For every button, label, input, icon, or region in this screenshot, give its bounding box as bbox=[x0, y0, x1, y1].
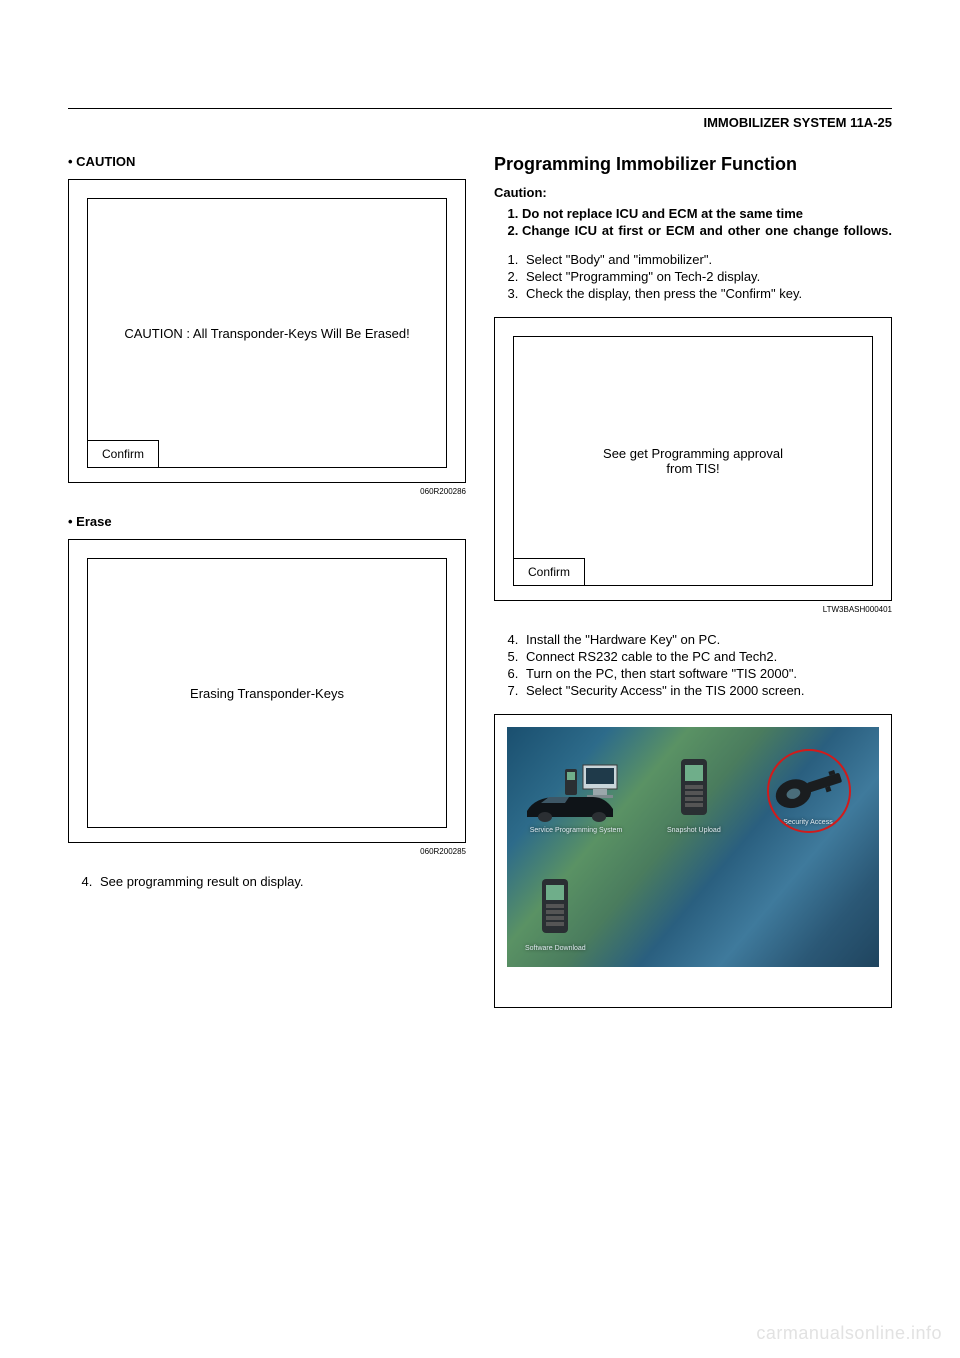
section-title: Programming Immobilizer Function bbox=[494, 154, 892, 175]
steps-b: Install the "Hardware Key" on PC. Connec… bbox=[494, 632, 892, 698]
page-header: IMMOBILIZER SYSTEM 11A-25 bbox=[68, 115, 892, 130]
handheld-download-icon bbox=[530, 873, 580, 941]
handheld-icon bbox=[671, 755, 717, 823]
left-step-4: See programming result on display. bbox=[96, 874, 466, 889]
tis-screenshot: Service Programming System Snapshot Up bbox=[507, 727, 879, 967]
right-column: Programming Immobilizer Function Caution… bbox=[494, 154, 892, 1008]
confirm-button[interactable]: Confirm bbox=[87, 440, 159, 468]
step-a-3: Check the display, then press the "Confi… bbox=[522, 286, 892, 301]
step-b-7: Select "Security Access" in the TIS 2000… bbox=[522, 683, 892, 698]
step-a-2: Select "Programming" on Tech-2 display. bbox=[522, 269, 892, 284]
step-a-1: Select "Body" and "immobilizer". bbox=[522, 252, 892, 267]
left-column: • CAUTION CAUTION : All Transponder-Keys… bbox=[68, 154, 466, 1008]
figure-id-2: 060R200285 bbox=[68, 847, 466, 856]
tis-item-download[interactable]: Software Download bbox=[525, 873, 586, 952]
header-rule bbox=[68, 108, 892, 109]
tis-item-snapshot[interactable]: Snapshot Upload bbox=[667, 755, 721, 834]
screen-caution-text: CAUTION : All Transponder-Keys Will Be E… bbox=[112, 326, 421, 341]
screen-erase: Erasing Transponder-Keys bbox=[87, 558, 447, 828]
watermark: carmanualsonline.info bbox=[756, 1323, 942, 1344]
screen-tis-text: See get Programming approval from TIS! bbox=[591, 446, 795, 476]
highlight-circle bbox=[767, 749, 851, 833]
steps-a: Select "Body" and "immobilizer". Select … bbox=[494, 252, 892, 301]
step-b-5: Connect RS232 cable to the PC and Tech2. bbox=[522, 649, 892, 664]
caution-heading: • CAUTION bbox=[68, 154, 466, 169]
tis-label-snapshot: Snapshot Upload bbox=[667, 827, 721, 834]
figure-id-3: LTW3BASH000401 bbox=[494, 605, 892, 614]
content-columns: • CAUTION CAUTION : All Transponder-Keys… bbox=[68, 154, 892, 1008]
tis-text-line1: See get Programming approval bbox=[603, 446, 783, 461]
step-b-6: Turn on the PC, then start software "TIS… bbox=[522, 666, 892, 681]
car-pc-icon bbox=[521, 763, 631, 823]
tis-item-sps[interactable]: Service Programming System bbox=[521, 763, 631, 834]
confirm-button-2[interactable]: Confirm bbox=[513, 558, 585, 586]
caution-list: Do not replace ICU and ECM at the same t… bbox=[494, 206, 892, 238]
tis-label-download: Software Download bbox=[525, 945, 586, 952]
step-b-4: Install the "Hardware Key" on PC. bbox=[522, 632, 892, 647]
figure-caution-box: CAUTION : All Transponder-Keys Will Be E… bbox=[68, 179, 466, 483]
figure-tis-approval: See get Programming approval from TIS! C… bbox=[494, 317, 892, 601]
screen-erase-text: Erasing Transponder-Keys bbox=[178, 686, 356, 701]
left-steps: See programming result on display. bbox=[68, 874, 466, 889]
figure-erase-box: Erasing Transponder-Keys bbox=[68, 539, 466, 843]
tis-text-line2: from TIS! bbox=[666, 461, 719, 476]
figure-tis-screenshot: Service Programming System Snapshot Up bbox=[494, 714, 892, 1008]
caution-item-1: Do not replace ICU and ECM at the same t… bbox=[522, 206, 892, 221]
erase-heading: • Erase bbox=[68, 514, 466, 529]
screen-caution: CAUTION : All Transponder-Keys Will Be E… bbox=[87, 198, 447, 468]
screen-tis-approval: See get Programming approval from TIS! C… bbox=[513, 336, 873, 586]
caution-item-2: Change ICU at first or ECM and other one… bbox=[522, 223, 892, 238]
tis-label-sps: Service Programming System bbox=[530, 827, 623, 834]
caution-label: Caution: bbox=[494, 185, 892, 200]
caution-item-2-text: Change ICU at first or ECM and other one… bbox=[522, 223, 892, 238]
figure-id-1: 060R200286 bbox=[68, 487, 466, 496]
